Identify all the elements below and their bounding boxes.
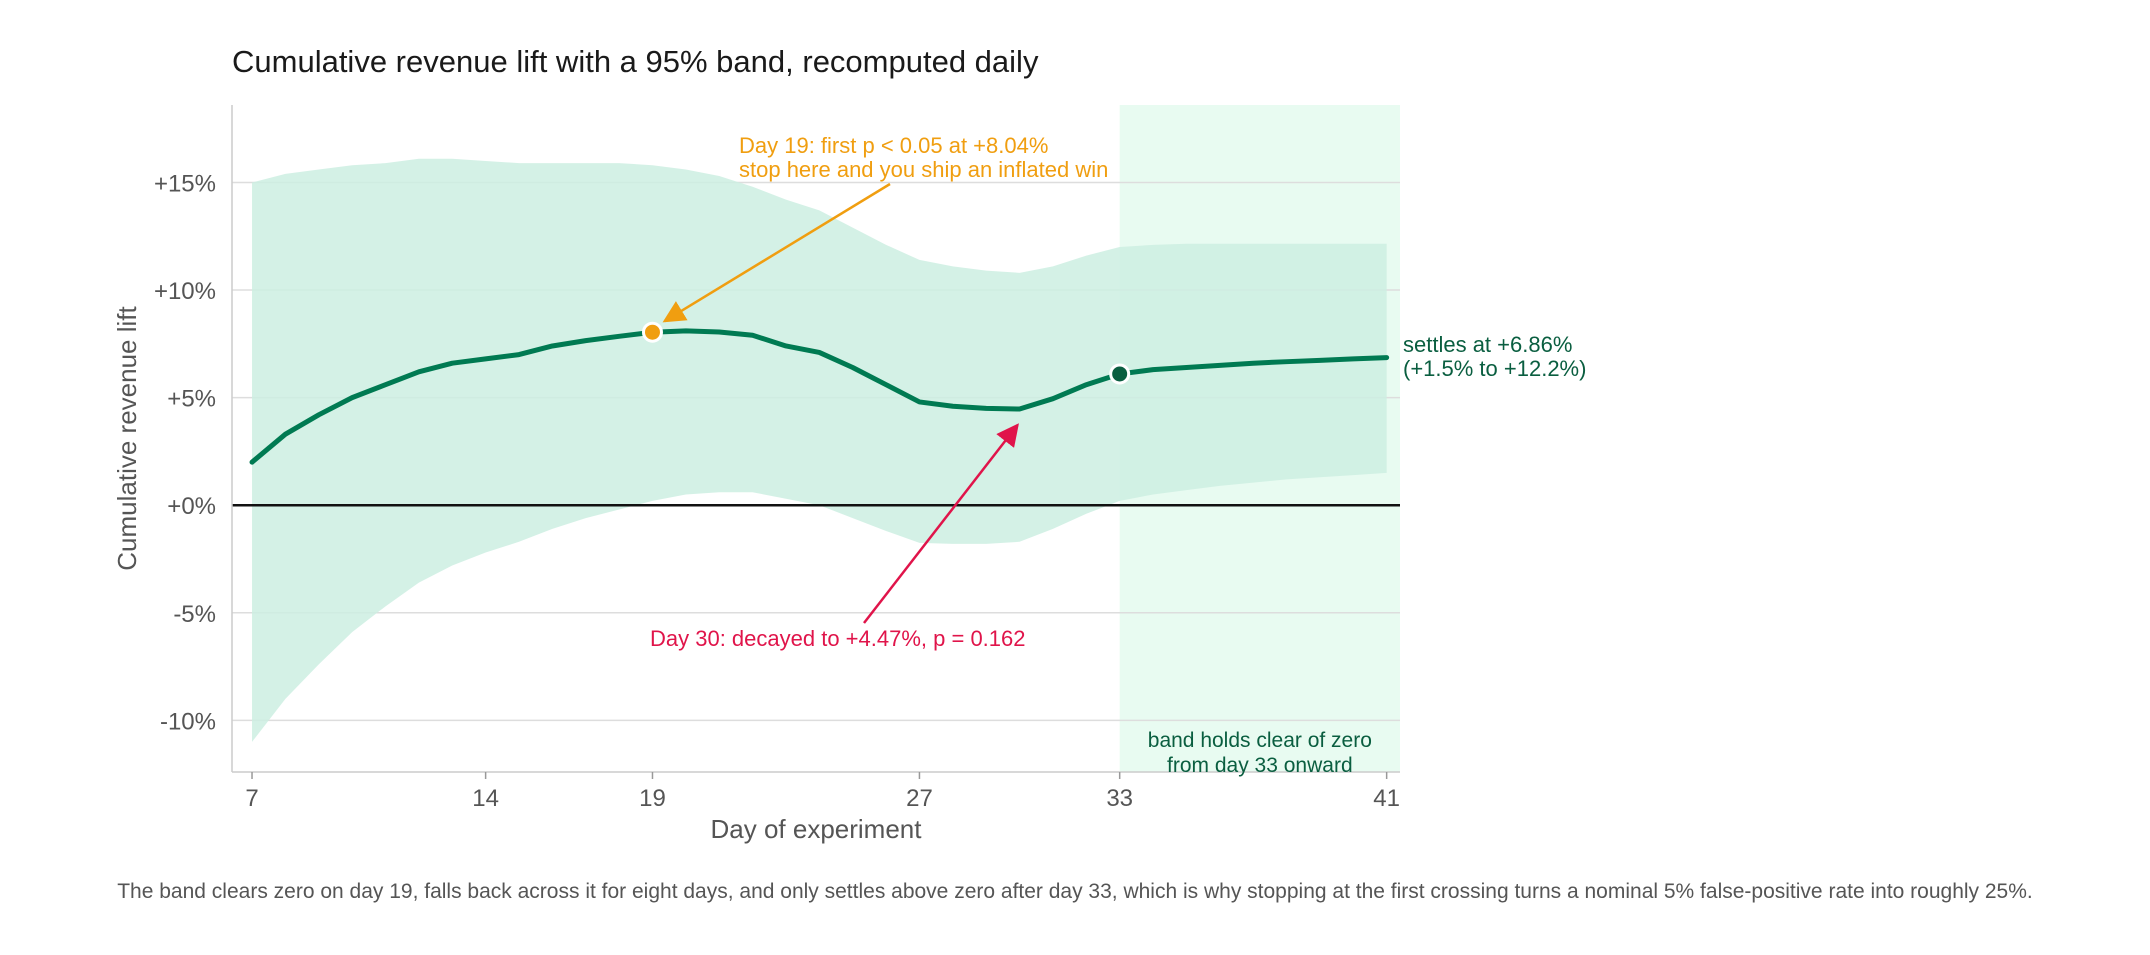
marker-settle-start <box>1109 363 1131 385</box>
settled-region-label-line: from day 33 onward <box>1167 754 1353 777</box>
annotation-decay: Day 30: decayed to +4.47%, p = 0.162 <box>650 626 1026 651</box>
annotation-first-crossing-line: Day 19: first p < 0.05 at +8.04% <box>739 133 1048 158</box>
settled-region-label-line: band holds clear of zero <box>1148 729 1372 752</box>
y-tick-label: -5% <box>173 601 216 628</box>
y-tick-label: +0% <box>167 493 216 520</box>
y-tick-label: +15% <box>154 170 216 197</box>
x-tick-label: 27 <box>906 785 933 812</box>
x-tick-label: 33 <box>1106 785 1133 812</box>
x-tick-label: 7 <box>245 785 258 812</box>
x-axis-label: Day of experiment <box>711 814 923 844</box>
chart-title: Cumulative revenue lift with a 95% band,… <box>232 44 1039 79</box>
settled-region-label: band holds clear of zero from day 33 onwa… <box>1148 729 1372 777</box>
chart-caption: The band clears zero on day 19, falls ba… <box>117 880 2033 903</box>
x-tick-label: 14 <box>472 785 499 812</box>
y-tick-label: +10% <box>154 278 216 305</box>
y-tick-label: -10% <box>160 708 216 735</box>
x-tick-label: 19 <box>639 785 666 812</box>
annotation-first-crossing: Day 19: first p < 0.05 at +8.04% stop her… <box>739 133 1108 182</box>
annotation-settle-line: (+1.5% to +12.2%) <box>1403 356 1586 381</box>
annotation-settle: settles at +6.86% (+1.5% to +12.2%) <box>1403 332 1586 381</box>
marker-first-crossing <box>641 321 663 343</box>
confidence-band <box>252 158 1387 742</box>
annotation-first-crossing-arrow <box>662 182 891 323</box>
annotation-settle-line: settles at +6.86% <box>1403 332 1572 357</box>
y-tick-label: +5% <box>167 386 216 413</box>
lift-line <box>249 328 1390 465</box>
x-tick-label: 41 <box>1373 785 1400 812</box>
y-axis-label: Cumulative revenue lift <box>112 306 142 571</box>
annotation-decay-arrow <box>863 423 1019 624</box>
annotation-first-crossing-line: stop here and you ship an inflated win <box>739 157 1108 182</box>
